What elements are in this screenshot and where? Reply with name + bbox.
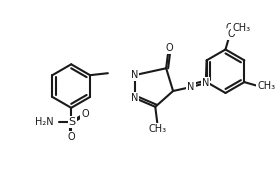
Text: N: N [131,70,138,80]
Text: N: N [131,93,138,103]
Text: O: O [81,109,89,119]
Text: N: N [202,78,209,88]
Text: CH₃: CH₃ [257,81,275,91]
Text: CH₃: CH₃ [232,23,250,33]
Text: O: O [228,29,235,39]
Text: CH₃: CH₃ [148,124,166,134]
Text: O: O [165,44,173,53]
Text: H₂N: H₂N [35,117,54,127]
Text: O: O [67,132,75,141]
Text: N: N [187,82,195,92]
Text: S: S [69,117,76,127]
Text: O: O [226,23,233,33]
